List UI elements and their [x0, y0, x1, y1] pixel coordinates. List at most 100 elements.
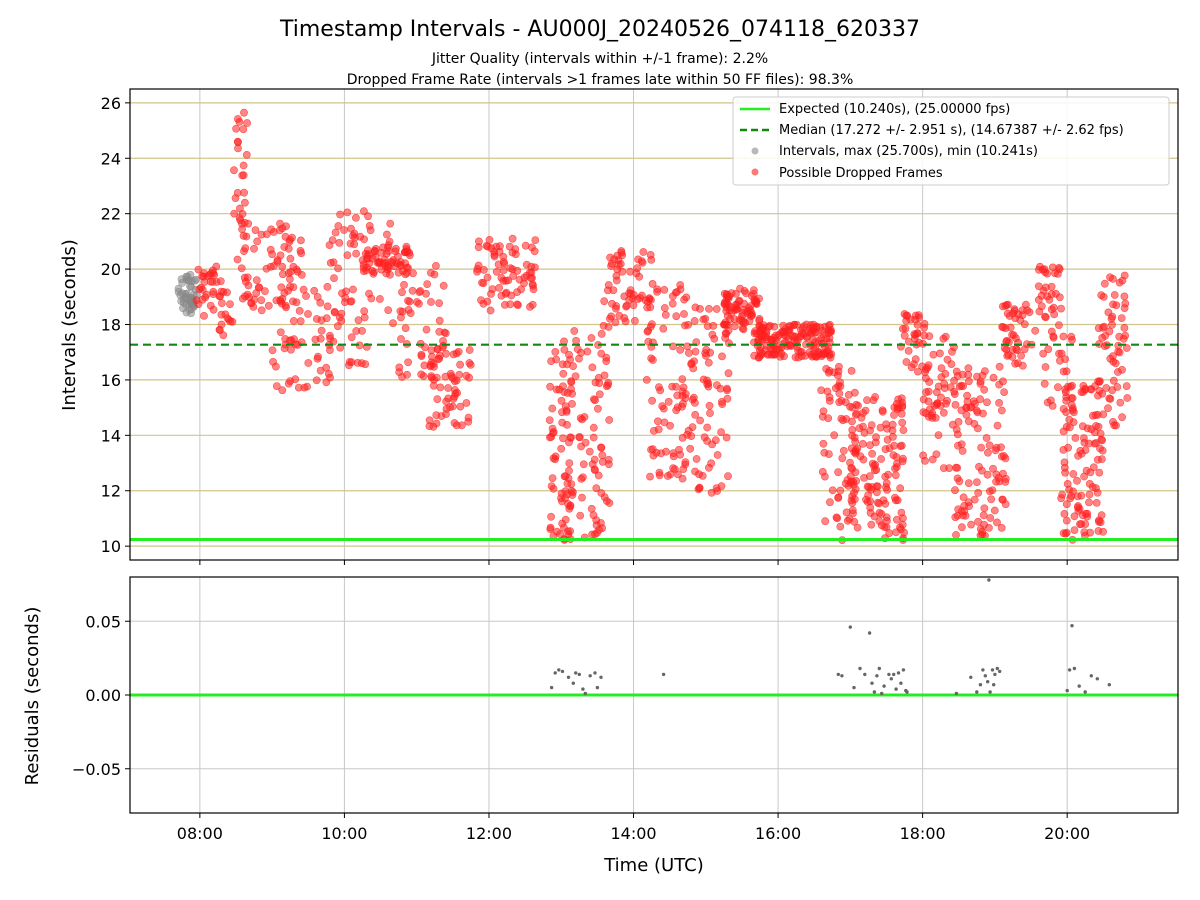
residual-point-34: [901, 668, 906, 672]
residual-point-33: [899, 681, 903, 685]
dropped-frame-point-1172: [826, 498, 834, 507]
residual-point-21: [867, 631, 872, 635]
legend-intervals-marker: [751, 147, 759, 155]
dropped-frame-point-1609: [1062, 367, 1071, 376]
dropped-frame-point-735: [666, 421, 674, 430]
dropped-frame-point-354: [400, 280, 408, 289]
residual-point-39: [975, 690, 979, 694]
dropped-frame-point-680: [633, 264, 642, 273]
dropped-frame-point-1490: [990, 506, 999, 515]
dropped-frame-point-68: [240, 198, 249, 207]
dropped-frame-point-198: [324, 369, 333, 378]
dropped-frame-point-1134: [847, 366, 856, 375]
dropped-frame-point-1499: [964, 364, 973, 373]
dropped-frame-point-1563: [1010, 306, 1019, 315]
dropped-frame-point-1185: [837, 414, 846, 423]
dropped-frame-point-157: [323, 302, 332, 311]
dropped-frame-point-1714: [1078, 422, 1087, 431]
dropped-frame-point-1136: [836, 522, 845, 531]
dropped-frame-point-328: [365, 289, 373, 298]
dropped-frame-point-649: [563, 389, 572, 397]
chart-subtitle-jitter: Jitter Quality (intervals within +/-1 fr…: [431, 51, 768, 67]
dropped-frame-point-52: [231, 194, 240, 202]
dropped-frame-point-1467: [1000, 388, 1008, 396]
top-plot: 10 12 14 16 18 20 22 24 26 Intervals (seconds) E…: [59, 88, 1179, 565]
dropped-frame-point-637: [595, 390, 604, 399]
residual-point-51: [1065, 688, 1069, 693]
dropped-frame-point-414: [454, 347, 463, 356]
residual-point-38: [969, 675, 973, 679]
dropped-frame-point-1148: [834, 468, 842, 477]
residual-point-52: [1067, 668, 1072, 672]
dropped-frame-point-595: [587, 504, 596, 513]
dropped-frame-point-1624: [1044, 345, 1053, 354]
dropped-frame-point-1770: [1107, 314, 1116, 323]
dropped-frame-point-759: [669, 452, 678, 461]
dropped-frame-point-49: [239, 161, 248, 170]
dropped-frame-point-763: [656, 386, 665, 395]
dropped-frame-point-156: [271, 362, 280, 371]
dropped-frame-point-1593: [1036, 262, 1044, 271]
dropped-frame-point-1410: [937, 373, 946, 382]
dropped-frame-point-85: [284, 286, 292, 295]
dropped-frame-point-1450: [989, 373, 998, 382]
dropped-frame-point-435: [427, 372, 436, 380]
residual-point-42: [983, 674, 987, 678]
dropped-frame-point-1757: [1120, 304, 1129, 312]
dropped-frame-point-1618: [1049, 332, 1058, 341]
residual-point-49: [998, 669, 1002, 674]
dropped-frame-point-375: [439, 281, 448, 290]
dropped-frame-point-947: [740, 299, 748, 308]
dropped-frame-point-188: [312, 315, 321, 323]
residual-point-45: [990, 668, 995, 672]
dropped-frame-point-1501: [985, 441, 994, 450]
dropped-frame-point-398: [436, 383, 445, 392]
dropped-frame-point-1638: [1062, 516, 1071, 525]
dropped-frame-point-1298: [898, 520, 907, 529]
dropped-frame-point-1225: [849, 480, 858, 489]
dropped-frame-point-1123: [756, 349, 765, 358]
dropped-frame-point-722: [614, 260, 623, 269]
dropped-frame-point-795: [669, 292, 677, 301]
dropped-frame-point-821: [704, 358, 713, 367]
top-ytick-label-6: 22: [101, 205, 121, 224]
dropped-frame-point-192: [304, 359, 313, 367]
residual-point-58: [1095, 677, 1100, 681]
dropped-frame-point-531: [547, 512, 555, 521]
dropped-frame-point-1674: [1062, 500, 1071, 509]
dropped-frame-point-1792: [1115, 278, 1124, 287]
dropped-frame-point-1756: [1106, 394, 1115, 403]
top-ytick-label-0: 10: [101, 537, 121, 556]
dropped-frame-point-1239: [866, 509, 875, 517]
dropped-frame-point-501: [490, 252, 499, 261]
dropped-frame-point-702: [631, 316, 639, 325]
dropped-frame-point-1715: [1070, 512, 1079, 521]
residual-point-16: [840, 674, 844, 678]
dropped-frame-point-1718: [1077, 520, 1086, 528]
dropped-frame-point-1475: [973, 372, 981, 381]
dropped-frame-point-48: [240, 188, 248, 197]
dropped-frame-point-559: [549, 454, 558, 463]
dropped-frame-point-711: [620, 314, 629, 322]
dropped-frame-point-1312: [848, 499, 857, 507]
dropped-frame-point-1504: [983, 398, 991, 407]
dropped-frame-point-782: [653, 287, 661, 296]
dropped-frame-point-1694: [1069, 418, 1078, 426]
dropped-frame-point-71: [238, 171, 247, 180]
dropped-frame-point-512: [497, 273, 506, 282]
dropped-frame-point-1489: [952, 531, 960, 539]
dropped-frame-point-429: [429, 422, 438, 431]
dropped-frame-point-1360: [904, 337, 913, 346]
dropped-frame-point-792: [658, 402, 667, 410]
dropped-frame-point-1292: [872, 433, 880, 442]
dropped-frame-point-810: [723, 384, 731, 393]
dropped-frame-point-1110: [797, 352, 806, 361]
dropped-frame-point-754: [648, 279, 657, 288]
dropped-frame-point-1382: [932, 388, 941, 397]
dropped-frame-point-564: [556, 530, 565, 538]
residual-point-14: [661, 672, 666, 677]
dropped-frame-point-308: [363, 246, 372, 255]
dropped-frame-point-369: [404, 305, 413, 314]
bottom-ytick-label-1: 0.00: [85, 686, 121, 705]
